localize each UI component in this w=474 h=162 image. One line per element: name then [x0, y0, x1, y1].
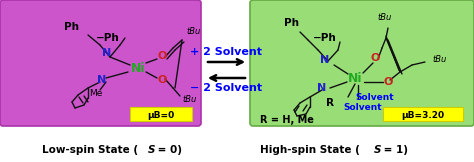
Text: N: N — [97, 75, 107, 85]
Text: Low-spin State (: Low-spin State ( — [42, 145, 138, 155]
Text: tBu: tBu — [182, 96, 196, 104]
Text: −Ph: −Ph — [96, 33, 120, 43]
Text: R: R — [326, 98, 334, 108]
Text: tBu: tBu — [432, 56, 446, 64]
Text: R = H, Me: R = H, Me — [260, 115, 314, 125]
Text: Ph: Ph — [64, 22, 80, 32]
Text: Solvent: Solvent — [344, 104, 383, 112]
Text: + 2 Solvent: + 2 Solvent — [190, 47, 262, 57]
FancyBboxPatch shape — [0, 0, 201, 126]
Text: O: O — [157, 75, 167, 85]
Text: μB=0: μB=0 — [147, 111, 174, 121]
Text: O: O — [383, 77, 392, 87]
Text: S: S — [374, 145, 382, 155]
Text: N: N — [318, 83, 327, 93]
Text: S: S — [148, 145, 155, 155]
Text: μB=3.20: μB=3.20 — [401, 111, 445, 121]
Bar — [383, 107, 463, 121]
Text: N: N — [102, 48, 111, 58]
Text: tBu: tBu — [186, 28, 200, 36]
FancyBboxPatch shape — [250, 0, 474, 126]
Text: Solvent: Solvent — [356, 93, 394, 103]
Text: −Ph: −Ph — [313, 33, 337, 43]
Text: Ph: Ph — [284, 18, 300, 28]
Bar — [130, 107, 192, 121]
Text: Ni: Ni — [131, 62, 145, 75]
Text: N: N — [320, 55, 329, 65]
Text: O: O — [157, 51, 167, 61]
Text: O: O — [370, 53, 380, 63]
Text: tBu: tBu — [378, 13, 392, 23]
Text: Ni: Ni — [348, 73, 362, 86]
Text: High-spin State (: High-spin State ( — [260, 145, 360, 155]
Text: = 0): = 0) — [154, 145, 182, 155]
Text: = 1): = 1) — [380, 145, 408, 155]
Text: − 2 Solvent: − 2 Solvent — [190, 83, 262, 93]
Text: Me: Me — [89, 88, 103, 98]
